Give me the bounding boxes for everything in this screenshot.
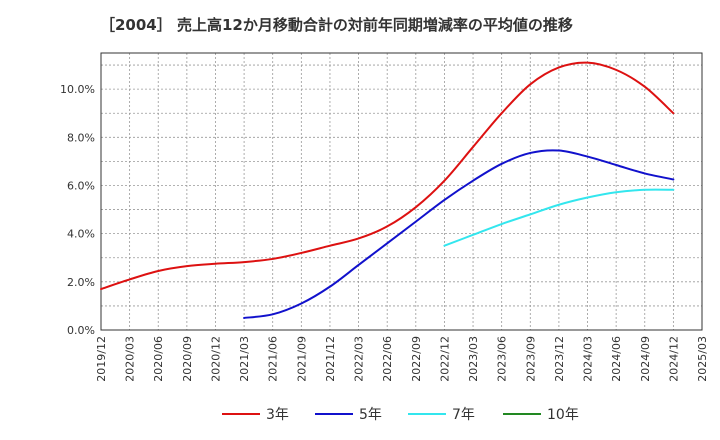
x-tick-label: 2023/09 [524, 336, 537, 382]
x-tick-label: 2021/12 [324, 336, 337, 382]
y-tick-label: 6.0% [67, 179, 95, 192]
x-tick-label: 2021/03 [238, 336, 251, 382]
x-tick-label: 2021/06 [267, 336, 280, 382]
x-tick-label: 2023/06 [496, 336, 509, 382]
x-tick-label: 2022/09 [410, 336, 423, 382]
plot-area [100, 52, 703, 331]
legend-label-3: 7年 [452, 407, 475, 423]
x-axis: 2019/12 2020/03 2020/06 2020/09 2020/12 2021/… [95, 336, 709, 382]
x-tick-label: 2019/12 [95, 336, 108, 382]
x-tick-label: 2022/06 [381, 336, 394, 382]
series-line-2 [243, 149, 675, 319]
x-tick-label: 2022/12 [438, 336, 451, 382]
chart-title: ［2004］ 売上高12か月移動合計の対前年同期増減率の平均値の推移 [100, 16, 573, 34]
grid-lines [101, 53, 702, 330]
series-lines [100, 61, 675, 319]
x-tick-label: 2020/06 [152, 336, 165, 382]
series-line-1 [100, 61, 675, 291]
x-tick-label: 2021/09 [295, 336, 308, 382]
x-tick-label: 2020/09 [181, 336, 194, 382]
y-axis: 0.0% 2.0% 4.0% 6.0% 8.0% 10.0% [60, 83, 95, 337]
legend-label-2: 5年 [359, 407, 382, 423]
legend: 3年 5年 7年 10年 [222, 407, 579, 423]
x-tick-label: 2023/12 [553, 336, 566, 382]
x-tick-label: 2024/06 [610, 336, 623, 382]
x-tick-label: 2023/03 [467, 336, 480, 382]
x-tick-label: 2024/09 [639, 336, 652, 382]
legend-label-1: 3年 [266, 407, 289, 423]
y-tick-label: 2.0% [67, 276, 95, 289]
x-tick-label: 2024/12 [667, 336, 680, 382]
x-tick-label: 2020/12 [209, 336, 222, 382]
x-tick-label: 2024/03 [582, 336, 595, 382]
x-tick-label: 2020/03 [124, 336, 137, 382]
series-line-3 [443, 188, 675, 247]
y-tick-label: 0.0% [67, 324, 95, 337]
x-tick-label: 2025/03 [696, 336, 709, 382]
x-tick-label: 2022/03 [353, 336, 366, 382]
y-tick-label: 8.0% [67, 131, 95, 144]
y-tick-label: 4.0% [67, 228, 95, 241]
y-tick-label: 10.0% [60, 83, 95, 96]
legend-label-4: 10年 [547, 407, 579, 423]
